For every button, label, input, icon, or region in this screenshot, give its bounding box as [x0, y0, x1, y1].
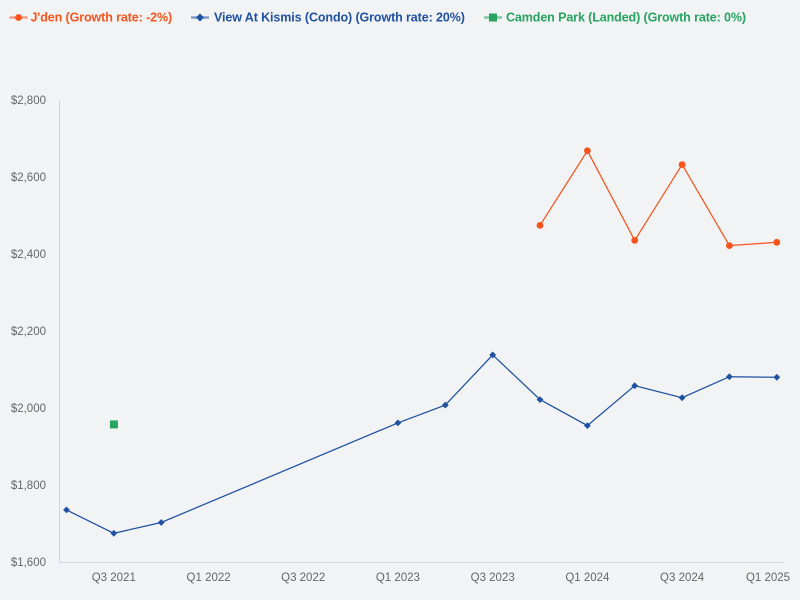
svg-text:$2,400: $2,400	[11, 249, 46, 261]
svg-text:Camden Park (Landed) (Growth r: Camden Park (Landed) (Growth rate: 0%)	[506, 11, 746, 25]
svg-text:Q3 2023: Q3 2023	[471, 572, 515, 584]
svg-text:$1,800: $1,800	[11, 480, 46, 492]
svg-text:Q1 2025: Q1 2025	[746, 572, 790, 584]
svg-text:Q1 2024: Q1 2024	[565, 572, 610, 584]
svg-text:$2,600: $2,600	[11, 172, 46, 184]
svg-text:J'den (Growth rate: -2%): J'den (Growth rate: -2%)	[31, 11, 173, 25]
svg-text:Q3 2022: Q3 2022	[281, 572, 325, 584]
svg-text:View At Kismis (Condo) (Growth: View At Kismis (Condo) (Growth rate: 20%…	[214, 11, 465, 25]
svg-text:$2,800: $2,800	[11, 95, 46, 107]
svg-text:$2,200: $2,200	[11, 326, 46, 338]
svg-text:$2,000: $2,000	[11, 403, 46, 415]
svg-text:Q1 2023: Q1 2023	[376, 572, 420, 584]
svg-text:Q3 2024: Q3 2024	[660, 572, 705, 584]
svg-text:Q3 2021: Q3 2021	[92, 572, 136, 584]
svg-text:Q1 2022: Q1 2022	[187, 572, 231, 584]
svg-text:$1,600: $1,600	[11, 557, 46, 569]
